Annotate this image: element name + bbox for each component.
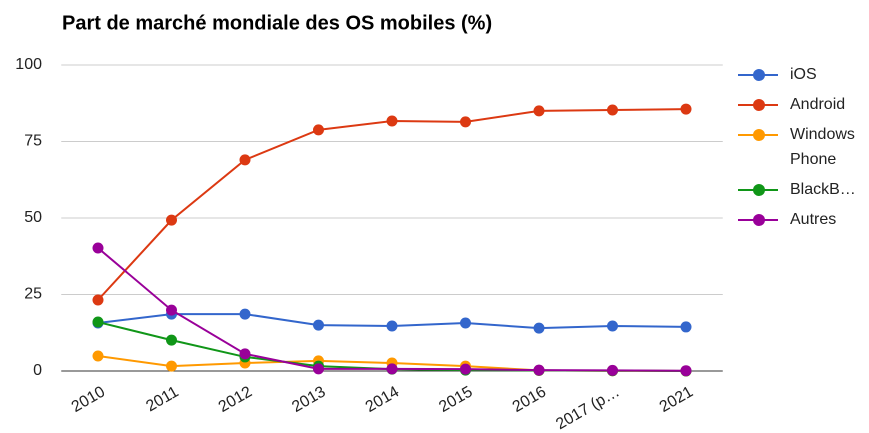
y-tick-label: 0 (33, 362, 42, 379)
data-point (460, 116, 471, 128)
data-point (607, 364, 618, 376)
x-tick-label: 2010 (69, 383, 108, 416)
legend-item: Autres (738, 207, 869, 232)
legend-item: BlackB… (738, 177, 869, 202)
legend: iOS Android Windows Phone BlackB… Autres (738, 62, 868, 237)
data-point (607, 320, 618, 332)
data-point (533, 364, 545, 376)
y-tick-label: 75 (24, 133, 42, 150)
legend-swatch (738, 69, 778, 81)
legend-label: Android (790, 96, 846, 113)
x-tick-label: 2021 (657, 383, 696, 416)
series-line (97, 247, 687, 372)
data-point (313, 124, 324, 136)
data-point (460, 363, 471, 375)
x-tick-label: 2017 (p… (553, 383, 622, 433)
legend-item: Android (738, 92, 869, 117)
data-point (92, 316, 104, 328)
data-point (166, 214, 177, 226)
data-point (680, 321, 692, 333)
x-tick-label: 2016 (510, 383, 549, 416)
legend-swatch (738, 184, 778, 196)
legend-item: Windows Phone (738, 122, 869, 172)
legend-item: iOS (738, 62, 869, 87)
legend-label: Windows Phone (790, 126, 855, 168)
data-point (313, 363, 324, 375)
legend-swatch (738, 99, 778, 111)
y-tick-label: 25 (24, 286, 42, 303)
x-tick-label: 2013 (289, 383, 328, 416)
data-point (533, 105, 545, 117)
y-tick-label: 100 (15, 56, 42, 73)
series-line (97, 108, 687, 301)
y-tick-label: 50 (24, 209, 42, 226)
x-tick-label: 2014 (363, 383, 402, 416)
data-point (166, 304, 177, 316)
data-point (313, 319, 324, 331)
data-point (680, 103, 692, 115)
x-tick-label: 2011 (143, 383, 181, 415)
legend-label: iOS (790, 66, 817, 83)
legend-swatch (738, 129, 778, 141)
data-point (239, 154, 251, 166)
data-point (92, 242, 104, 254)
legend-label: Autres (790, 211, 837, 228)
data-point (533, 322, 545, 334)
data-point (680, 365, 692, 377)
data-point (166, 334, 177, 346)
data-point (460, 317, 471, 329)
data-point (386, 115, 398, 127)
data-point (166, 360, 177, 372)
legend-swatch (738, 214, 778, 226)
data-point (92, 294, 104, 306)
chart-title: Part de marché mondiale des OS mobiles (… (62, 12, 492, 34)
x-tick-label: 2015 (436, 383, 475, 416)
data-point (239, 348, 251, 360)
legend-label: BlackB… (790, 181, 856, 198)
data-point (386, 363, 398, 375)
x-tick-label: 2012 (216, 383, 255, 416)
data-point (239, 308, 251, 320)
data-point (607, 104, 618, 116)
data-point (92, 350, 104, 362)
data-point (386, 320, 398, 332)
